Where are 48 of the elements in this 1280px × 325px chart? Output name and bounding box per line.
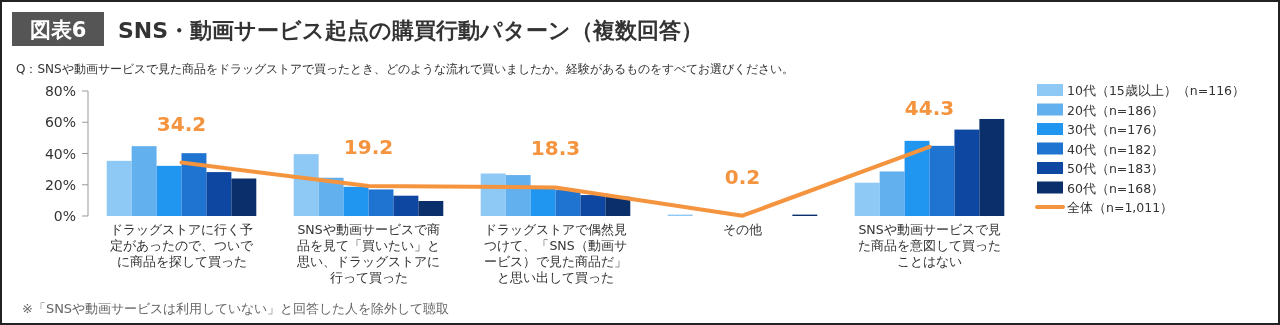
y-tick-label: 0%	[53, 208, 76, 224]
chart-title: SNS・動画サービス起点の購買行動パターン（複数回答）	[118, 18, 704, 43]
legend-label: 50代（n=183）	[1067, 161, 1165, 176]
bar	[368, 189, 394, 216]
bar	[904, 140, 930, 216]
chart-subtitle: Q：SNSや動画サービスで見た商品をドラッグストアで買ったとき、どのような流れで買いましたか。経験があるものをすべてお選びください。	[16, 62, 794, 76]
data-label: 0.2	[724, 164, 761, 189]
bar	[231, 178, 257, 216]
y-tick-label: 60%	[44, 114, 76, 131]
bar	[605, 196, 631, 216]
bar	[393, 195, 419, 216]
bar	[206, 172, 232, 216]
bar	[293, 154, 319, 216]
y-tick-label: 80%	[44, 83, 76, 99]
bar	[929, 145, 955, 216]
x-tick-label: SNSや動画サービスで見た商品を意図して買ったことはない	[858, 222, 1001, 269]
legend-label: 40代（n=182）	[1067, 141, 1165, 157]
bar	[505, 175, 531, 216]
data-label: 44.3	[904, 95, 955, 120]
x-tick-label: ドラッグストアで偶然見つけて、「SNS（動画サービス）で見た商品だ」と思い出して買った	[484, 222, 627, 285]
x-tick-label: ドラッグストアに行く予定があったので、ついでに商品を探して買った	[110, 222, 254, 269]
legend-label: 30代（n=176）	[1067, 122, 1165, 137]
bar	[106, 160, 132, 216]
bar	[879, 171, 905, 216]
data-label: 19.2	[343, 135, 394, 159]
bar	[954, 129, 980, 216]
y-tick-label: 40%	[44, 145, 76, 162]
data-label: 18.3	[530, 136, 581, 161]
bar	[343, 186, 369, 216]
x-tick-label: SNSや動画サービスで商品を見て「買いたい」と思い、ドラッグストアに行って買った	[296, 222, 440, 285]
legend-label: 20代（n=186）	[1067, 102, 1165, 118]
legend-label: 10代（15歳以上）（n=116）	[1067, 83, 1246, 98]
bar	[156, 165, 182, 216]
legend-label: 60代（n=168）	[1067, 180, 1165, 196]
bar	[979, 118, 1005, 216]
text: ※「SNSや動画サービスは利用していない」と回答した人を除外して聴取	[22, 301, 450, 316]
legend-label: 全体（n=1,011）	[1067, 200, 1174, 215]
data-label: 34.2	[156, 111, 207, 136]
bar	[530, 187, 556, 216]
bar	[418, 201, 444, 216]
bar	[181, 153, 207, 216]
y-tick-label: 20%	[44, 176, 76, 193]
bar	[131, 146, 157, 216]
bar	[580, 195, 606, 216]
x-tick-label: その他	[723, 222, 762, 237]
text: 図表6	[29, 18, 87, 42]
bar	[555, 190, 581, 216]
bar	[854, 182, 880, 216]
